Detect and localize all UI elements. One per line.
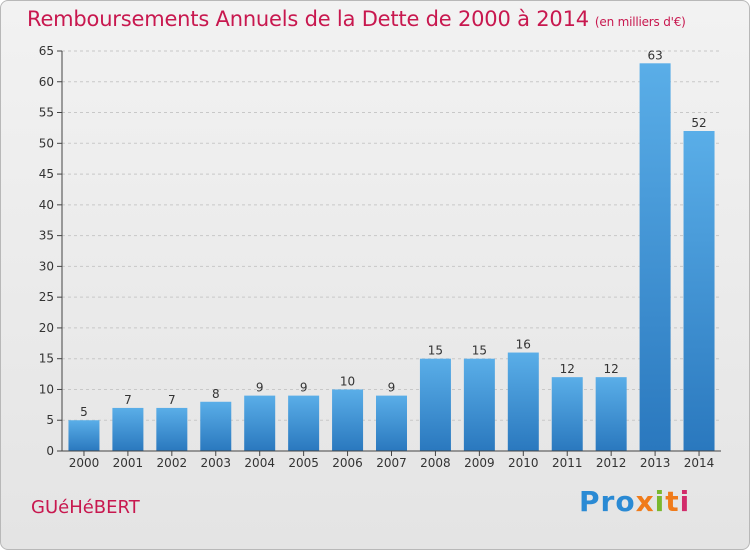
- bar-value-label: 12: [560, 362, 575, 376]
- bar-value-label: 16: [516, 338, 531, 352]
- x-tick-label: 2001: [113, 456, 144, 470]
- y-tick-label: 60: [39, 75, 54, 89]
- y-tick-label: 5: [46, 413, 54, 427]
- x-tick-label: 2007: [376, 456, 407, 470]
- bar[interactable]: [200, 401, 232, 451]
- bar-value-label: 5: [80, 405, 88, 419]
- y-tick-label: 10: [39, 382, 54, 396]
- chart-title: Remboursements Annuels de la Dette de 20…: [27, 7, 686, 31]
- bar[interactable]: [68, 420, 100, 451]
- y-tick-label: 35: [39, 229, 54, 243]
- axes: 0 5 10 15 20 25 30 35 40 45 50 55 60 65 2000 2001 2002 20…: [39, 44, 721, 470]
- bar-value-label: 9: [256, 381, 264, 395]
- logo-part-3: i: [654, 485, 666, 518]
- x-tick-label: 2003: [200, 456, 231, 470]
- x-tick-label: 2011: [552, 456, 583, 470]
- bar[interactable]: [595, 377, 627, 451]
- chart-title-text: Remboursements Annuels de la Dette de 20…: [27, 7, 589, 31]
- bar[interactable]: [463, 358, 495, 451]
- x-tick-label: 2014: [684, 456, 715, 470]
- bar-value-label: 10: [340, 374, 355, 388]
- bar[interactable]: [419, 358, 451, 451]
- x-tick-label: 2004: [244, 456, 275, 470]
- logo-part-4: t: [665, 485, 680, 518]
- x-tick-label: 2013: [640, 456, 671, 470]
- bar-value-label: 9: [300, 381, 308, 395]
- chart-subtitle: (en milliers d'€): [594, 15, 686, 29]
- y-tick-label: 65: [39, 44, 54, 58]
- y-tick-label: 25: [39, 290, 54, 304]
- bars: 5 7 7 8 9 9 10 9 15 15 16 12 12 63 52: [68, 48, 715, 452]
- x-tick-label: 2005: [288, 456, 319, 470]
- y-tick-label: 55: [39, 106, 54, 120]
- x-tick-label: 2012: [596, 456, 627, 470]
- y-tick-label: 20: [39, 321, 54, 335]
- x-tick-label: 2002: [157, 456, 188, 470]
- bar[interactable]: [376, 395, 407, 451]
- bar[interactable]: [288, 395, 320, 451]
- logo-part-5: i: [679, 485, 691, 518]
- commune-name: GUéHéBERT: [31, 497, 140, 518]
- bar-value-label: 7: [168, 393, 176, 407]
- bar-value-label: 12: [604, 362, 619, 376]
- bar[interactable]: [156, 407, 188, 451]
- bar[interactable]: [112, 407, 144, 451]
- bar[interactable]: [332, 389, 364, 451]
- bar-value-label: 15: [472, 344, 487, 358]
- bar[interactable]: [244, 395, 276, 451]
- x-tick-label: 2006: [332, 456, 363, 470]
- bar-value-label: 9: [388, 381, 396, 395]
- y-tick-label: 45: [39, 167, 54, 181]
- proxiti-logo[interactable]: Proxiti: [579, 485, 690, 518]
- y-tick-label: 15: [39, 352, 54, 366]
- bar-value-label: 7: [124, 393, 132, 407]
- bar-value-label: 52: [691, 116, 706, 130]
- logo-part-1: Pro: [579, 485, 636, 518]
- bar[interactable]: [639, 63, 671, 452]
- y-tick-label: 40: [39, 198, 54, 212]
- bar-value-label: 63: [647, 48, 662, 62]
- y-tick-label: 30: [39, 259, 54, 273]
- x-tick-label: 2008: [420, 456, 451, 470]
- bar[interactable]: [683, 131, 715, 451]
- logo-part-2: x: [635, 485, 655, 518]
- bar-value-label: 15: [428, 344, 443, 358]
- x-tick-label: 2010: [508, 456, 539, 470]
- x-tick-label: 2000: [69, 456, 100, 470]
- bar[interactable]: [507, 352, 539, 451]
- bar-value-label: 8: [212, 387, 220, 401]
- bar[interactable]: [551, 377, 583, 451]
- y-tick-label: 0: [46, 444, 54, 458]
- y-tick-label: 50: [39, 136, 54, 150]
- x-tick-label: 2009: [464, 456, 495, 470]
